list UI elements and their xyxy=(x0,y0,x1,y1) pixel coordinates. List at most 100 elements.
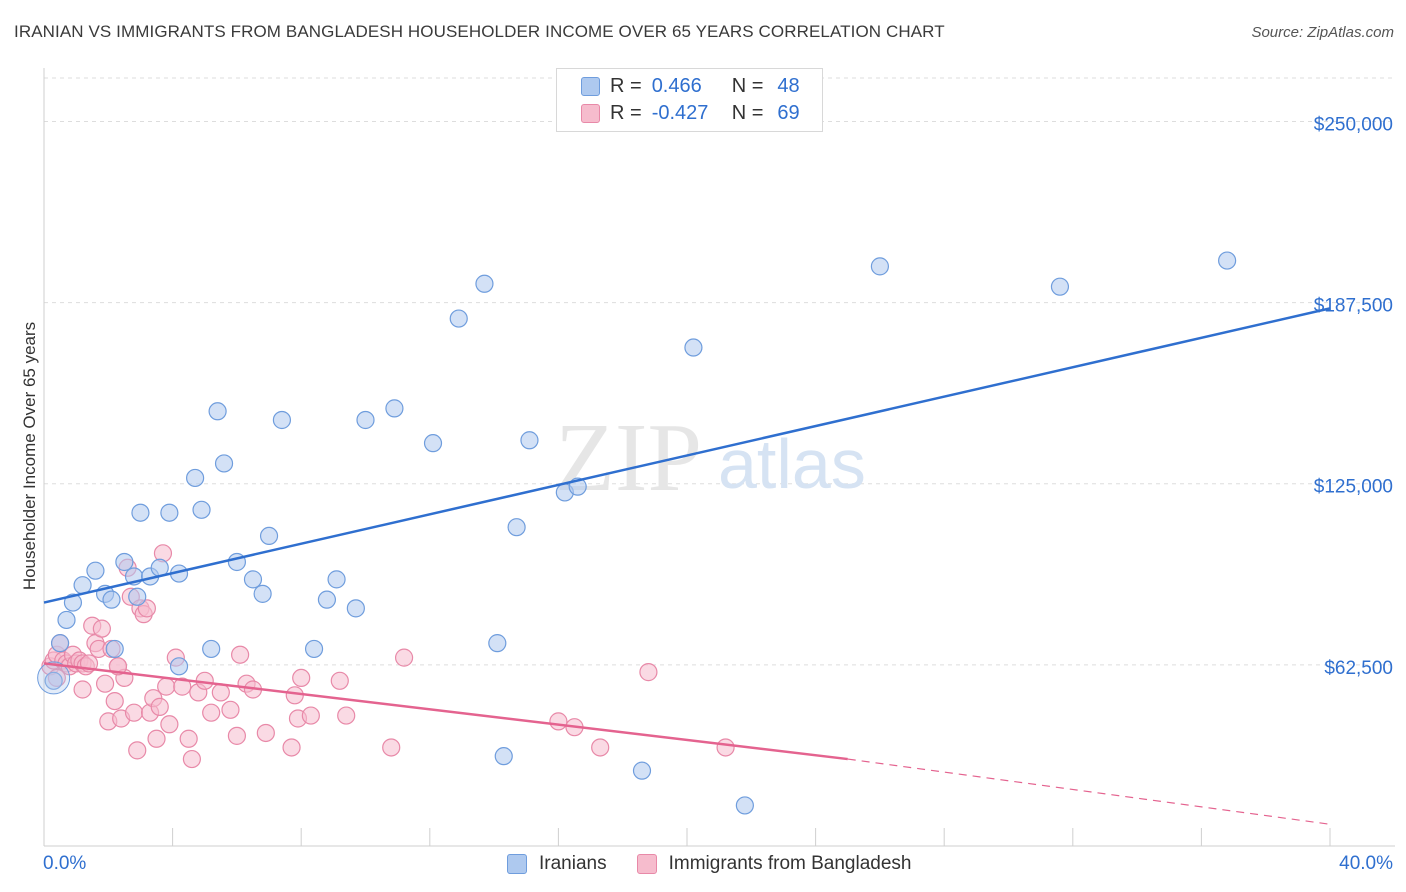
iranian-point xyxy=(520,431,539,450)
iranian-point-large xyxy=(37,661,71,695)
bangladesh-point xyxy=(285,686,304,705)
bangladesh-point xyxy=(256,723,275,743)
bangladesh-point xyxy=(124,703,144,722)
iranian-point xyxy=(304,639,324,659)
iranian-point xyxy=(57,610,76,630)
legend-row-bangladesh: R = -0.427 N = 69 xyxy=(581,100,800,126)
bottom-legend-swatch-pink xyxy=(636,854,657,874)
iranian-point xyxy=(1050,277,1070,296)
iranian-point xyxy=(870,257,890,276)
bottom-legend-bangladesh: Immigrants from Bangladesh xyxy=(636,853,912,875)
iranian-point xyxy=(327,570,346,589)
iranians-trend-line xyxy=(43,307,1331,604)
legend-n-label: N = xyxy=(731,101,764,124)
bangladesh-point xyxy=(202,703,221,722)
bangladesh-point xyxy=(182,749,201,769)
iranian-point xyxy=(86,561,105,580)
x-tick-label: 40.0% xyxy=(1339,853,1393,874)
bottom-legend: Iranians Immigrants from Bangladesh xyxy=(507,852,942,876)
bangladesh-point xyxy=(95,674,115,693)
bangladesh-point xyxy=(549,712,568,731)
iranian-point xyxy=(169,657,189,676)
iranian-point xyxy=(494,747,513,766)
chart-title: IRANIAN VS IMMIGRANTS FROM BANGLADESH HO… xyxy=(14,22,945,41)
bangladesh-point xyxy=(337,706,356,725)
bangladesh-point xyxy=(231,645,250,664)
legend-r-label: R = xyxy=(610,74,642,97)
watermark-atlas: atlas xyxy=(718,425,866,503)
legend-row-iranians: R = 0.466 N = 48 xyxy=(581,73,800,99)
legend: R = 0.466 N = 48 R = -0.427 N = 69 xyxy=(556,68,823,132)
y-tick-label: $125,000 xyxy=(1314,477,1393,498)
iranian-point xyxy=(115,552,134,572)
bangladesh-point xyxy=(330,671,349,690)
bangladesh-point xyxy=(92,619,111,638)
bottom-legend-swatch-blue xyxy=(507,854,527,874)
bottom-legend-label: Iranians xyxy=(539,853,607,874)
bangladesh-point xyxy=(147,729,166,748)
iranian-point xyxy=(449,309,468,328)
iranian-point xyxy=(475,274,494,293)
iranian-point xyxy=(44,671,63,690)
bangladesh-point xyxy=(179,729,198,748)
iranian-point xyxy=(128,587,147,606)
iranian-point xyxy=(632,761,652,780)
iranian-point xyxy=(684,338,703,357)
bangladesh-point xyxy=(173,677,192,696)
bangladesh-trend-line xyxy=(43,662,848,761)
iranian-point xyxy=(50,634,70,653)
bangladesh-point xyxy=(160,715,179,734)
bangladesh-point xyxy=(73,680,92,699)
bangladesh-trend-extension xyxy=(847,758,1331,825)
legend-n-label: N = xyxy=(731,74,764,97)
iranian-point xyxy=(202,639,221,659)
x-tick-label: 0.0% xyxy=(43,853,86,874)
bangladesh-point xyxy=(211,683,230,702)
bangladesh-point xyxy=(157,677,176,696)
bangladesh-point xyxy=(227,726,246,745)
bangladesh-point xyxy=(382,738,401,757)
iranian-point xyxy=(253,584,272,603)
iranian-point xyxy=(186,468,205,488)
legend-r-value: 0.466 xyxy=(651,74,702,97)
iranian-point xyxy=(259,526,279,546)
iranian-point xyxy=(160,503,179,522)
iranian-point xyxy=(102,590,121,609)
bangladesh-point xyxy=(591,738,610,757)
iranian-point xyxy=(735,796,754,815)
bangladesh-point xyxy=(221,700,240,719)
bangladesh-point xyxy=(137,599,156,618)
bangladesh-point xyxy=(150,697,169,716)
source-label: Source: ZipAtlas.com xyxy=(1251,24,1394,41)
iranian-point xyxy=(385,399,404,418)
iranian-point xyxy=(63,593,83,612)
iranian-point xyxy=(423,434,443,453)
bangladesh-point xyxy=(301,706,320,725)
iranian-point xyxy=(346,599,365,618)
iranian-point xyxy=(131,503,150,522)
y-tick-label: $62,500 xyxy=(1324,658,1393,679)
bangladesh-point xyxy=(128,741,147,760)
y-tick-label: $250,000 xyxy=(1314,114,1393,135)
legend-n-value: 48 xyxy=(777,74,800,97)
y-tick-label: $187,500 xyxy=(1314,296,1393,317)
iranian-point xyxy=(488,634,507,653)
bangladesh-point xyxy=(394,648,414,667)
legend-swatch-blue xyxy=(581,76,600,96)
bangladesh-point xyxy=(639,663,658,682)
legend-n-value: 69 xyxy=(777,101,800,124)
bottom-legend-label: Immigrants from Bangladesh xyxy=(668,853,912,874)
iranian-point xyxy=(243,570,263,589)
iranian-point xyxy=(317,590,337,609)
bangladesh-point xyxy=(105,691,124,711)
iranian-point xyxy=(272,410,292,430)
iranian-point xyxy=(208,402,227,421)
legend-swatch-pink xyxy=(581,103,600,123)
bangladesh-point xyxy=(716,738,735,757)
bangladesh-point xyxy=(282,738,301,757)
bottom-legend-iranians: Iranians xyxy=(507,853,607,875)
iranian-point xyxy=(507,518,526,537)
bangladesh-point xyxy=(292,668,311,688)
legend-r-value: -0.427 xyxy=(651,101,709,124)
